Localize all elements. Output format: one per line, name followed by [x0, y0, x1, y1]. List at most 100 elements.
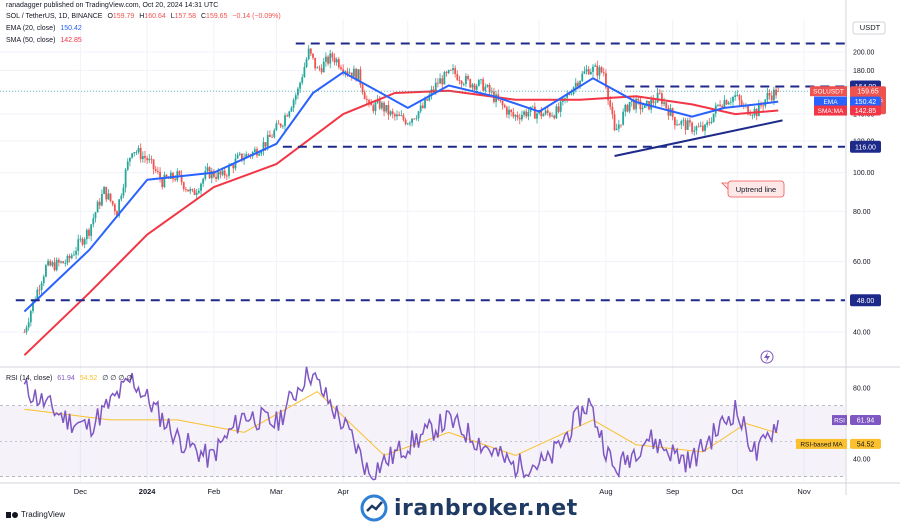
rsi-legend[interactable]: RSI (14, close) 61.94 54.52 ∅ ∅ ∅ ∅ [6, 374, 132, 382]
tradingview-logo[interactable]: TradingView [6, 510, 65, 519]
candle [60, 260, 62, 264]
sma-legend[interactable]: SMA (50, close) 142.85 [6, 37, 82, 44]
candle-body [312, 53, 314, 58]
ema-legend[interactable]: EMA (20, close) 150.42 [6, 25, 82, 32]
candle-body [424, 99, 426, 108]
candle-body [710, 121, 713, 123]
candle-body [98, 201, 101, 206]
candle [64, 259, 67, 267]
candle-body [359, 69, 362, 85]
candle-body [301, 77, 304, 83]
price-axis-tick: 180.00 [853, 68, 875, 75]
candle-body [594, 65, 597, 67]
candle-body [277, 123, 280, 125]
candle-body [236, 154, 239, 159]
candle-body [546, 110, 549, 113]
candle-body [217, 171, 220, 179]
candle [738, 94, 741, 106]
candle [51, 260, 54, 268]
trendline-callout-box [727, 180, 785, 198]
candle [611, 102, 614, 120]
candle [540, 107, 543, 120]
candle [135, 150, 138, 156]
candle-body [559, 101, 562, 112]
candle-body [452, 68, 454, 71]
candle-body [686, 120, 689, 130]
rsi-ma-value-tag-text: 54.52 [857, 441, 875, 448]
candle [661, 90, 663, 107]
candle [387, 100, 390, 120]
candle [327, 55, 329, 66]
candle [286, 113, 289, 117]
candle [482, 77, 485, 92]
candle-body [355, 68, 357, 81]
publish-text: ranadagger published on TradingView.com,… [6, 2, 219, 9]
candle [157, 166, 159, 175]
candle [447, 69, 450, 75]
candle-body [374, 102, 377, 112]
candle [557, 102, 560, 114]
candle-body [712, 113, 715, 122]
candle [456, 70, 459, 81]
candle-body [680, 120, 683, 125]
candle-body [163, 174, 166, 188]
candle [585, 64, 588, 75]
lightning-icon-ring [760, 350, 774, 364]
candle [516, 111, 519, 121]
candle [292, 98, 295, 112]
candle-body [415, 118, 418, 119]
candle [521, 110, 523, 122]
candle-body [717, 104, 719, 106]
ema-price-tag [850, 96, 881, 107]
candle-body [456, 74, 459, 81]
candle-body [704, 124, 706, 131]
candle-body [689, 120, 691, 123]
candle [505, 105, 508, 119]
candle-body [630, 100, 633, 102]
candle [73, 250, 75, 256]
candle-body [81, 238, 84, 245]
candle-body [370, 102, 373, 106]
candle-body [40, 283, 43, 290]
candle-body [178, 171, 181, 175]
candle [55, 257, 58, 272]
candle-body [193, 190, 196, 195]
candle-body [770, 95, 773, 101]
candle [508, 105, 510, 119]
candle [615, 123, 618, 131]
candle-body [389, 111, 392, 115]
candle [600, 66, 603, 74]
rsi-value-tag [850, 415, 881, 426]
candle [592, 64, 594, 77]
change-value: −0.14 (−0.09%) [232, 13, 281, 20]
candle-body [113, 204, 116, 212]
candle-body [465, 76, 467, 85]
candle-body [701, 125, 704, 131]
candle [49, 259, 52, 267]
high-value: 160.64 [144, 13, 166, 20]
candle-body [383, 102, 385, 112]
candle [460, 79, 463, 88]
candle-body [475, 85, 478, 90]
candle [691, 121, 693, 135]
candle [85, 228, 88, 245]
candle-body [303, 66, 306, 78]
candle [47, 258, 49, 267]
candle-body [445, 72, 448, 74]
candle-body [609, 100, 612, 107]
candle [111, 200, 114, 207]
candle-body [294, 95, 297, 100]
candle [458, 75, 461, 85]
candle-body [77, 239, 80, 251]
candle-body [316, 67, 319, 69]
candle-body [129, 157, 131, 162]
candle-body [288, 111, 291, 117]
candle [88, 227, 90, 239]
candle [439, 73, 441, 84]
candle-body [652, 99, 655, 104]
candle-body [286, 115, 289, 117]
candle [490, 87, 493, 96]
candle-body [719, 104, 721, 106]
candle [531, 105, 534, 108]
